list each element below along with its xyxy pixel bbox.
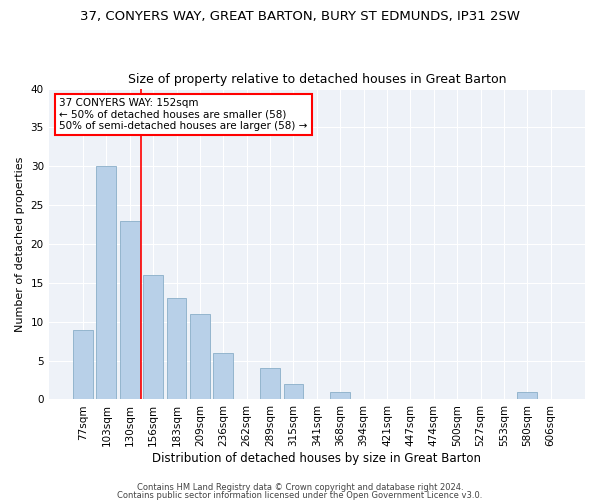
Text: 37, CONYERS WAY, GREAT BARTON, BURY ST EDMUNDS, IP31 2SW: 37, CONYERS WAY, GREAT BARTON, BURY ST E…	[80, 10, 520, 23]
Text: Contains HM Land Registry data © Crown copyright and database right 2024.: Contains HM Land Registry data © Crown c…	[137, 483, 463, 492]
X-axis label: Distribution of detached houses by size in Great Barton: Distribution of detached houses by size …	[152, 452, 481, 465]
Title: Size of property relative to detached houses in Great Barton: Size of property relative to detached ho…	[128, 73, 506, 86]
Bar	[284, 384, 304, 400]
Bar	[260, 368, 280, 400]
Bar	[73, 330, 93, 400]
Y-axis label: Number of detached properties: Number of detached properties	[15, 156, 25, 332]
Bar	[330, 392, 350, 400]
Bar	[517, 392, 537, 400]
Text: Contains public sector information licensed under the Open Government Licence v3: Contains public sector information licen…	[118, 490, 482, 500]
Bar	[190, 314, 210, 400]
Bar	[97, 166, 116, 400]
Bar	[120, 220, 140, 400]
Text: 37 CONYERS WAY: 152sqm
← 50% of detached houses are smaller (58)
50% of semi-det: 37 CONYERS WAY: 152sqm ← 50% of detached…	[59, 98, 308, 131]
Bar	[214, 353, 233, 400]
Bar	[167, 298, 187, 400]
Bar	[143, 275, 163, 400]
